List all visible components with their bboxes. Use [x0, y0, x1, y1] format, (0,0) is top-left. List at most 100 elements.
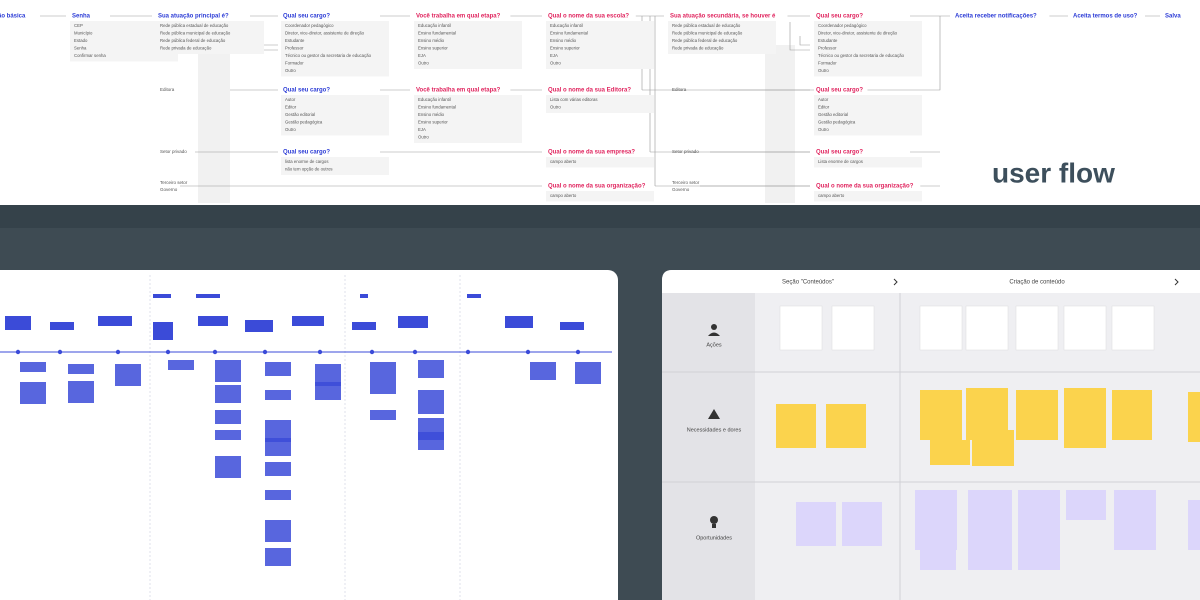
connector — [180, 16, 940, 187]
node-option: Professor — [285, 46, 304, 51]
node-option: Rede pública municipal de educação — [160, 31, 231, 36]
timeline-dot — [15, 349, 21, 355]
node-option: EJA — [418, 127, 426, 132]
icon-user — [708, 332, 720, 336]
option-box — [281, 21, 389, 77]
node-title: Você trabalha em qual etapa? — [416, 88, 501, 94]
node-option: Outro — [285, 68, 296, 73]
pain-note — [930, 440, 970, 465]
icon-user — [711, 324, 717, 330]
node-option: Diretor, vice-diretor, assistente de dir… — [285, 31, 365, 36]
node-bg — [1071, 12, 1145, 20]
side-label: Terceiro setor — [672, 180, 700, 185]
option-box — [156, 21, 264, 54]
shade-column — [765, 45, 795, 203]
journey-note — [418, 432, 444, 450]
node-bg — [546, 86, 640, 94]
action-card — [779, 305, 823, 351]
node-option: Rede privada de educação — [160, 46, 212, 51]
journey-note — [265, 548, 291, 566]
journey-note — [265, 390, 291, 400]
node-title: Senha — [72, 14, 91, 20]
opportunity-note — [1018, 490, 1060, 570]
node-option: Outro — [818, 127, 829, 132]
node-option: Ensino superior — [418, 120, 448, 125]
section-label: Criação de conteúdo — [1009, 280, 1065, 286]
node-option: Outro — [418, 135, 429, 140]
node-option: Formador — [818, 61, 837, 66]
side-label: Setor privado — [672, 149, 699, 154]
option-box — [546, 95, 654, 113]
journey-note — [370, 362, 396, 380]
journey-step — [292, 316, 324, 326]
journey-step — [5, 316, 31, 330]
option-box — [281, 95, 389, 136]
journey-step — [245, 320, 273, 332]
band — [0, 205, 1200, 228]
node-option: Ensino médio — [550, 38, 577, 43]
journey-step — [198, 316, 228, 326]
pain-note — [776, 404, 816, 448]
pain-note — [1064, 388, 1106, 448]
node-bg — [814, 148, 868, 156]
node-option: Confirmar senha — [74, 53, 106, 58]
journey-note — [418, 404, 444, 414]
journey-step — [50, 322, 74, 330]
opportunity-note — [1188, 500, 1200, 550]
connector — [195, 16, 940, 153]
pain-note — [1112, 390, 1152, 440]
journey-note — [115, 364, 141, 386]
node-title: Sua atuação secundária, se houver é — [670, 14, 776, 20]
node-bg — [156, 12, 240, 20]
node-option: Ensino médio — [418, 38, 445, 43]
pain-note — [920, 390, 962, 440]
chevron — [893, 278, 1179, 286]
node-title: Qual o nome da sua organização? — [816, 184, 914, 190]
journey-step — [352, 322, 376, 330]
flow-nodes: ão básica Senha CEP Município Estado Senha Con… — [0, 12, 1184, 202]
node-option: Estado — [74, 38, 88, 43]
opportunity-note — [842, 502, 882, 546]
action-card — [965, 305, 1009, 351]
side-label: Governo — [160, 187, 178, 192]
journey-note — [315, 364, 341, 386]
node-bg — [1163, 12, 1184, 20]
node-option: Rede pública federal de educação — [160, 38, 226, 43]
shade-column — [198, 45, 230, 203]
node-title: Aceita termos de uso? — [1073, 14, 1138, 20]
journey-note — [265, 438, 291, 456]
journey-note — [215, 456, 241, 478]
node-bg — [281, 86, 335, 94]
node-bg — [281, 148, 335, 156]
node-title: Qual o nome da sua organização? — [548, 184, 646, 190]
phase-tag — [196, 294, 220, 298]
node-bg — [814, 86, 868, 94]
timeline-dot — [465, 349, 471, 355]
node-option: CEP — [74, 23, 83, 28]
node-option: não tem opção de outros — [285, 167, 333, 172]
node-option: Rede pública estadual de educação — [160, 23, 229, 28]
journey-note — [68, 364, 94, 374]
journey-note — [265, 362, 291, 376]
pain-note — [826, 404, 866, 448]
node-title: Qual seu cargo? — [816, 150, 863, 156]
node-option: Ensino superior — [418, 46, 448, 51]
node-bg — [546, 148, 640, 156]
node-option: Ensino médio — [418, 112, 445, 117]
node-bg — [414, 12, 511, 20]
node-option: Educação infantil — [550, 23, 583, 28]
journey-note — [265, 490, 291, 500]
row-label: Necessidades e dores — [687, 427, 742, 433]
node-bg — [0, 12, 30, 20]
node-title: ão básica — [0, 14, 26, 20]
node-bg — [414, 86, 511, 94]
timeline-dot — [262, 349, 268, 355]
side-label: Setor privado — [160, 149, 187, 154]
row-label: Ações — [706, 342, 722, 348]
option-box — [414, 21, 522, 69]
node-option: Lista enorme de cargos — [818, 159, 863, 164]
node-option: Técnico ou gestor da secretaria de educa… — [818, 53, 905, 58]
timeline-dot — [165, 349, 171, 355]
node-option: Rede privada de educação — [672, 46, 724, 51]
